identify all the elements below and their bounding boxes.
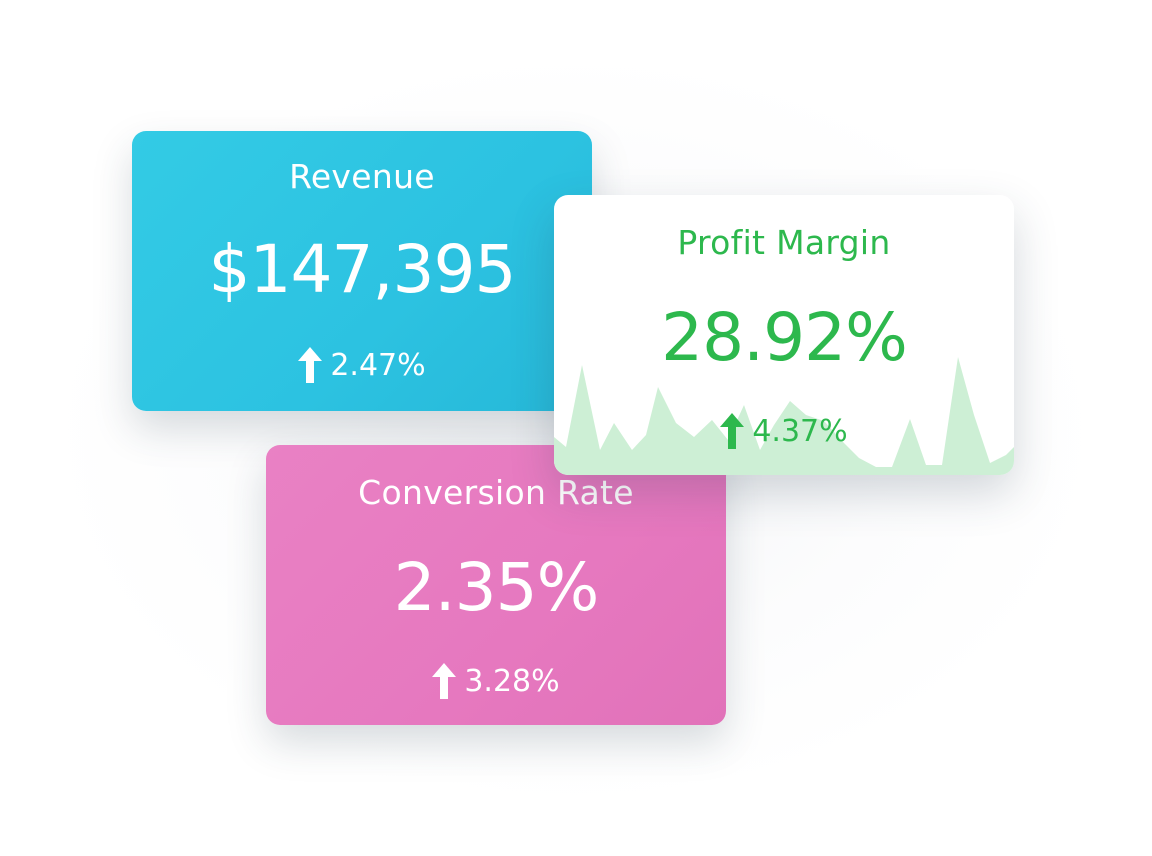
arrow-up-icon [432, 663, 457, 699]
conversion-rate-label: Conversion Rate [358, 473, 634, 512]
revenue-value: $147,395 [208, 231, 517, 308]
revenue-change: 2.47% [132, 347, 592, 383]
profit-margin-value: 28.92% [661, 299, 908, 376]
profit-margin-change-value: 4.37% [752, 413, 848, 449]
conversion-rate-change: 3.28% [266, 663, 726, 699]
profit-margin-card: Profit Margin 28.92% 4.37% [554, 195, 1014, 475]
conversion-rate-change-value: 3.28% [464, 663, 560, 699]
revenue-change-value: 2.47% [330, 347, 426, 383]
conversion-rate-card: Conversion Rate 2.35% 3.28% [266, 445, 726, 725]
profit-margin-change: 4.37% [554, 413, 1014, 449]
sparkline-chart [554, 357, 1014, 475]
arrow-up-icon [720, 413, 745, 449]
conversion-rate-value: 2.35% [393, 549, 600, 626]
revenue-card: Revenue $147,395 2.47% [132, 131, 592, 411]
sparkline-area [554, 357, 1014, 475]
profit-margin-label: Profit Margin [677, 223, 891, 262]
revenue-label: Revenue [289, 157, 435, 196]
arrow-up-icon [298, 347, 323, 383]
